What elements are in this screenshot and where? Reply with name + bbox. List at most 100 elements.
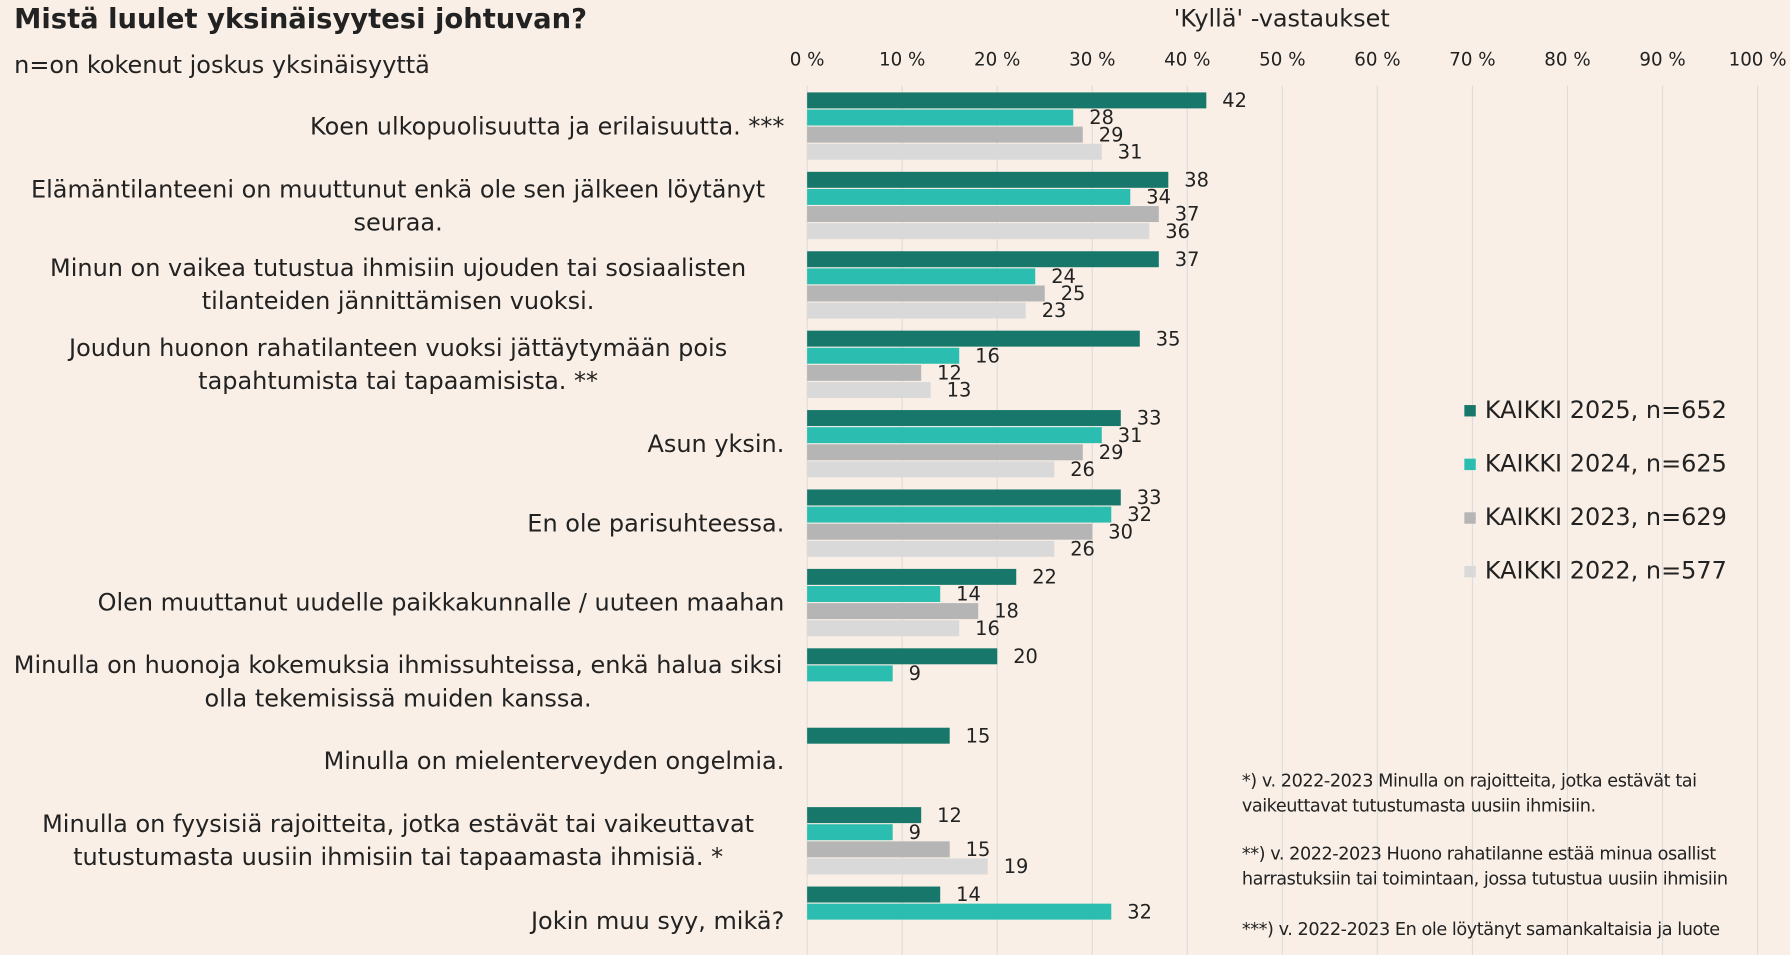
axis-title: 'Kyllä' -vastaukset <box>1174 4 1390 32</box>
category-label-text: Jokin muu syy, mikä? <box>530 906 785 934</box>
bar <box>807 206 1159 223</box>
value-label: 31 <box>1118 424 1143 447</box>
value-label: 42 <box>1222 89 1247 112</box>
bar <box>807 347 960 364</box>
value-label: 19 <box>1004 855 1029 878</box>
legend-label: KAIKKI 2023, n=629 <box>1485 503 1727 531</box>
category-label: Minulla on fyysisiä rajoitteita, jotka e… <box>42 810 755 872</box>
bar <box>807 648 998 665</box>
bar <box>807 143 1102 160</box>
category-label: Elämäntilanteeni on muuttunut enkä ole s… <box>31 175 765 235</box>
x-tick-label: 70 % <box>1449 49 1495 70</box>
value-label: 22 <box>1032 566 1057 589</box>
value-label: 26 <box>1070 537 1095 560</box>
value-label: 12 <box>937 804 962 827</box>
subtitle: n=on kokenut joskus yksinäisyyttä <box>14 51 430 79</box>
bar <box>807 364 922 381</box>
value-label: 36 <box>1165 220 1190 243</box>
bar <box>807 807 922 824</box>
bar <box>807 727 950 744</box>
legend-swatch <box>1464 405 1476 417</box>
value-label: 26 <box>1070 458 1095 481</box>
value-label: 25 <box>1061 282 1086 305</box>
category-label-text: Olen muuttanut uudelle paikkakunnalle / … <box>97 588 785 617</box>
bar <box>807 461 1055 478</box>
value-label: 33 <box>1137 486 1162 509</box>
bar <box>807 489 1121 506</box>
bar <box>807 620 960 637</box>
bar <box>807 858 988 875</box>
bar <box>807 540 1055 557</box>
value-label: 20 <box>1013 645 1038 668</box>
x-tick-label: 50 % <box>1259 49 1305 70</box>
value-label: 29 <box>1099 441 1124 464</box>
value-label: 32 <box>1127 503 1152 526</box>
bar <box>807 427 1102 444</box>
bar <box>807 444 1083 461</box>
value-label: 12 <box>937 362 962 385</box>
category-label: Jokin muu syy, mikä? <box>530 906 785 934</box>
bar <box>807 188 1131 205</box>
legend-label: KAIKKI 2024, n=625 <box>1485 449 1727 477</box>
bar <box>807 251 1159 268</box>
bar <box>807 302 1026 319</box>
bar <box>807 903 1112 920</box>
value-label: 14 <box>956 883 981 906</box>
value-label: 30 <box>1108 520 1133 543</box>
bar <box>807 330 1140 347</box>
footnote: *) v. 2022-2023 Minulla on rajoitteita, … <box>1242 772 1697 792</box>
bar <box>807 523 1093 540</box>
bar <box>807 410 1121 427</box>
category-label: Asun yksin. <box>647 430 784 457</box>
value-label: 14 <box>956 583 981 606</box>
bar <box>807 603 979 620</box>
value-label: 34 <box>1146 186 1171 209</box>
legend-swatch <box>1464 512 1476 524</box>
bar <box>807 268 1036 285</box>
footnote: harrastuksiin tai toimintaan, jossa tutu… <box>1242 870 1728 890</box>
x-tick-label: 40 % <box>1164 49 1210 70</box>
value-label: 9 <box>909 662 921 685</box>
value-label: 18 <box>994 600 1019 623</box>
bar <box>807 126 1083 143</box>
value-label: 28 <box>1089 106 1114 129</box>
x-tick-label: 60 % <box>1354 49 1400 70</box>
category-label-text: Minun on vaikea tutustua ihmisiin ujoude… <box>50 254 747 316</box>
category-label: Minulla on huonoja kokemuksia ihmissuhte… <box>13 651 783 713</box>
category-label: Minulla on mielenterveyden ongelmia. <box>324 748 785 775</box>
x-tick-label: 0 % <box>790 49 825 70</box>
value-label: 37 <box>1175 203 1200 226</box>
value-label: 15 <box>966 838 991 861</box>
chart-title: Mistä luulet yksinäisyytesi johtuvan? <box>14 4 587 35</box>
value-label: 29 <box>1099 123 1124 146</box>
category-label-text: Koen ulkopuolisuutta ja erilaisuutta. **… <box>310 112 785 140</box>
bar <box>807 586 941 602</box>
value-label: 15 <box>966 724 991 747</box>
footnote: **) v. 2022-2023 Huono rahatilanne estää… <box>1242 845 1716 865</box>
legend-swatch <box>1464 458 1476 471</box>
value-label: 24 <box>1051 265 1076 288</box>
value-label: 38 <box>1184 168 1209 191</box>
footnote: vaikeuttavat tutustumasta uusiin ihmisii… <box>1242 797 1596 817</box>
category-label: Koen ulkopuolisuutta ja erilaisuutta. **… <box>310 112 785 140</box>
category-label-text: Minulla on huonoja kokemuksia ihmissuhte… <box>13 651 783 713</box>
x-tick-label: 80 % <box>1544 49 1590 70</box>
value-label: 37 <box>1175 248 1200 271</box>
value-label: 16 <box>975 344 1000 367</box>
category-label-text: Joudun huonon rahatilanteen vuoksi jättä… <box>69 334 728 395</box>
bar <box>807 382 931 398</box>
bar <box>807 92 1207 109</box>
category-label-text: Minulla on fyysisiä rajoitteita, jotka e… <box>42 810 755 872</box>
category-label: Joudun huonon rahatilanteen vuoksi jättä… <box>69 334 728 395</box>
legend-swatch <box>1464 565 1476 578</box>
bar <box>807 506 1112 523</box>
x-tick-label: 20 % <box>974 49 1020 70</box>
bar <box>807 568 1017 585</box>
bar <box>807 665 893 682</box>
x-tick-label: 100 % <box>1729 49 1787 70</box>
value-label: 33 <box>1137 407 1162 430</box>
category-label: En ole parisuhteessa. <box>527 509 784 536</box>
bar <box>807 841 950 858</box>
